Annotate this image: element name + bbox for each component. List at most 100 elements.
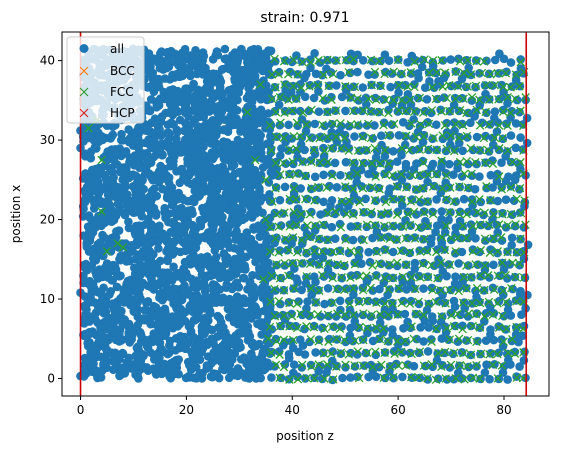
fcc-point bbox=[423, 373, 432, 383]
all-point bbox=[216, 357, 226, 367]
fcc-point bbox=[370, 67, 380, 77]
all-point bbox=[219, 323, 228, 332]
fcc-point bbox=[515, 259, 524, 268]
all-point bbox=[280, 337, 290, 347]
all-point bbox=[353, 67, 362, 77]
all-point bbox=[80, 186, 90, 195]
fcc-point bbox=[411, 284, 420, 294]
fcc-point bbox=[297, 360, 307, 370]
all-point bbox=[388, 325, 397, 334]
all-point bbox=[265, 303, 275, 313]
fcc-point bbox=[384, 108, 393, 118]
fcc-point bbox=[285, 298, 294, 308]
all-point bbox=[336, 170, 345, 180]
all-point bbox=[214, 198, 224, 207]
all-point bbox=[341, 157, 351, 167]
fcc-point bbox=[384, 285, 393, 294]
fcc-point bbox=[279, 158, 288, 168]
fcc-point bbox=[458, 298, 468, 307]
fcc-point bbox=[493, 247, 502, 256]
all-point bbox=[331, 134, 340, 143]
fcc-point bbox=[475, 121, 485, 130]
fcc-point bbox=[375, 335, 385, 344]
all-point bbox=[289, 360, 299, 370]
all-point bbox=[160, 203, 169, 213]
all-point bbox=[163, 256, 172, 266]
all-point bbox=[150, 142, 160, 152]
all-point bbox=[201, 282, 210, 292]
all-point bbox=[178, 147, 188, 156]
fcc-point bbox=[375, 56, 384, 66]
all-point bbox=[160, 268, 169, 278]
all-point bbox=[191, 293, 200, 303]
all-point bbox=[432, 195, 441, 204]
all-point bbox=[171, 298, 180, 307]
fcc-point bbox=[287, 311, 297, 321]
fcc-point bbox=[298, 57, 307, 67]
all-point bbox=[475, 69, 484, 78]
fcc-point bbox=[318, 220, 328, 230]
fcc-point bbox=[346, 120, 356, 129]
all-point bbox=[165, 336, 175, 346]
all-point bbox=[461, 82, 471, 92]
all-point bbox=[401, 159, 411, 169]
fcc-point bbox=[380, 299, 390, 309]
all-point bbox=[228, 264, 238, 273]
all-point bbox=[420, 83, 430, 92]
all-point bbox=[485, 120, 495, 129]
fcc-point bbox=[332, 362, 341, 371]
all-point bbox=[365, 257, 375, 267]
fcc-point bbox=[433, 273, 442, 283]
fcc-point bbox=[370, 195, 380, 205]
legend-marker-fcc bbox=[79, 87, 89, 97]
all-point bbox=[202, 171, 212, 180]
fcc-point bbox=[499, 82, 508, 92]
all-point bbox=[165, 323, 174, 332]
fcc-point bbox=[423, 144, 433, 154]
all-point bbox=[185, 121, 194, 130]
all-point bbox=[246, 95, 256, 105]
fcc-point bbox=[292, 118, 302, 128]
all-point bbox=[175, 72, 184, 82]
all-point bbox=[515, 362, 524, 371]
all-point bbox=[265, 190, 274, 199]
all-point bbox=[198, 321, 208, 330]
fcc-point bbox=[389, 119, 399, 129]
all-point bbox=[197, 328, 207, 338]
fcc-point bbox=[319, 70, 328, 80]
all-point bbox=[319, 170, 328, 180]
fcc-point bbox=[323, 107, 332, 117]
fcc-point bbox=[458, 221, 468, 230]
fcc-point bbox=[423, 197, 432, 206]
fcc-point bbox=[292, 169, 301, 179]
all-point bbox=[516, 55, 525, 64]
fcc-point bbox=[332, 56, 341, 65]
fcc-point bbox=[471, 309, 481, 319]
fcc-point bbox=[511, 272, 521, 282]
all-point bbox=[241, 265, 250, 274]
fcc-point bbox=[511, 94, 520, 104]
all-point bbox=[143, 260, 152, 270]
all-point bbox=[213, 332, 222, 341]
fcc-point bbox=[375, 107, 385, 117]
all-point bbox=[357, 235, 367, 244]
fcc-point bbox=[336, 119, 345, 128]
fcc-point bbox=[389, 67, 398, 77]
x-axis-ticks: 0 20 40 60 80 bbox=[77, 396, 512, 417]
all-point bbox=[166, 161, 175, 171]
all-point bbox=[179, 140, 188, 149]
all-point bbox=[216, 90, 225, 99]
fcc-point bbox=[323, 157, 332, 167]
fcc-point bbox=[315, 158, 325, 167]
all-point bbox=[196, 339, 205, 349]
fcc-point bbox=[498, 286, 508, 296]
all-point bbox=[380, 223, 389, 232]
plot-area bbox=[76, 32, 533, 396]
all-point bbox=[403, 233, 412, 243]
fcc-point bbox=[515, 183, 525, 193]
all-point bbox=[191, 187, 201, 196]
fcc-point bbox=[464, 309, 473, 318]
all-point bbox=[359, 158, 369, 168]
all-point bbox=[368, 233, 377, 243]
all-point bbox=[188, 209, 197, 218]
